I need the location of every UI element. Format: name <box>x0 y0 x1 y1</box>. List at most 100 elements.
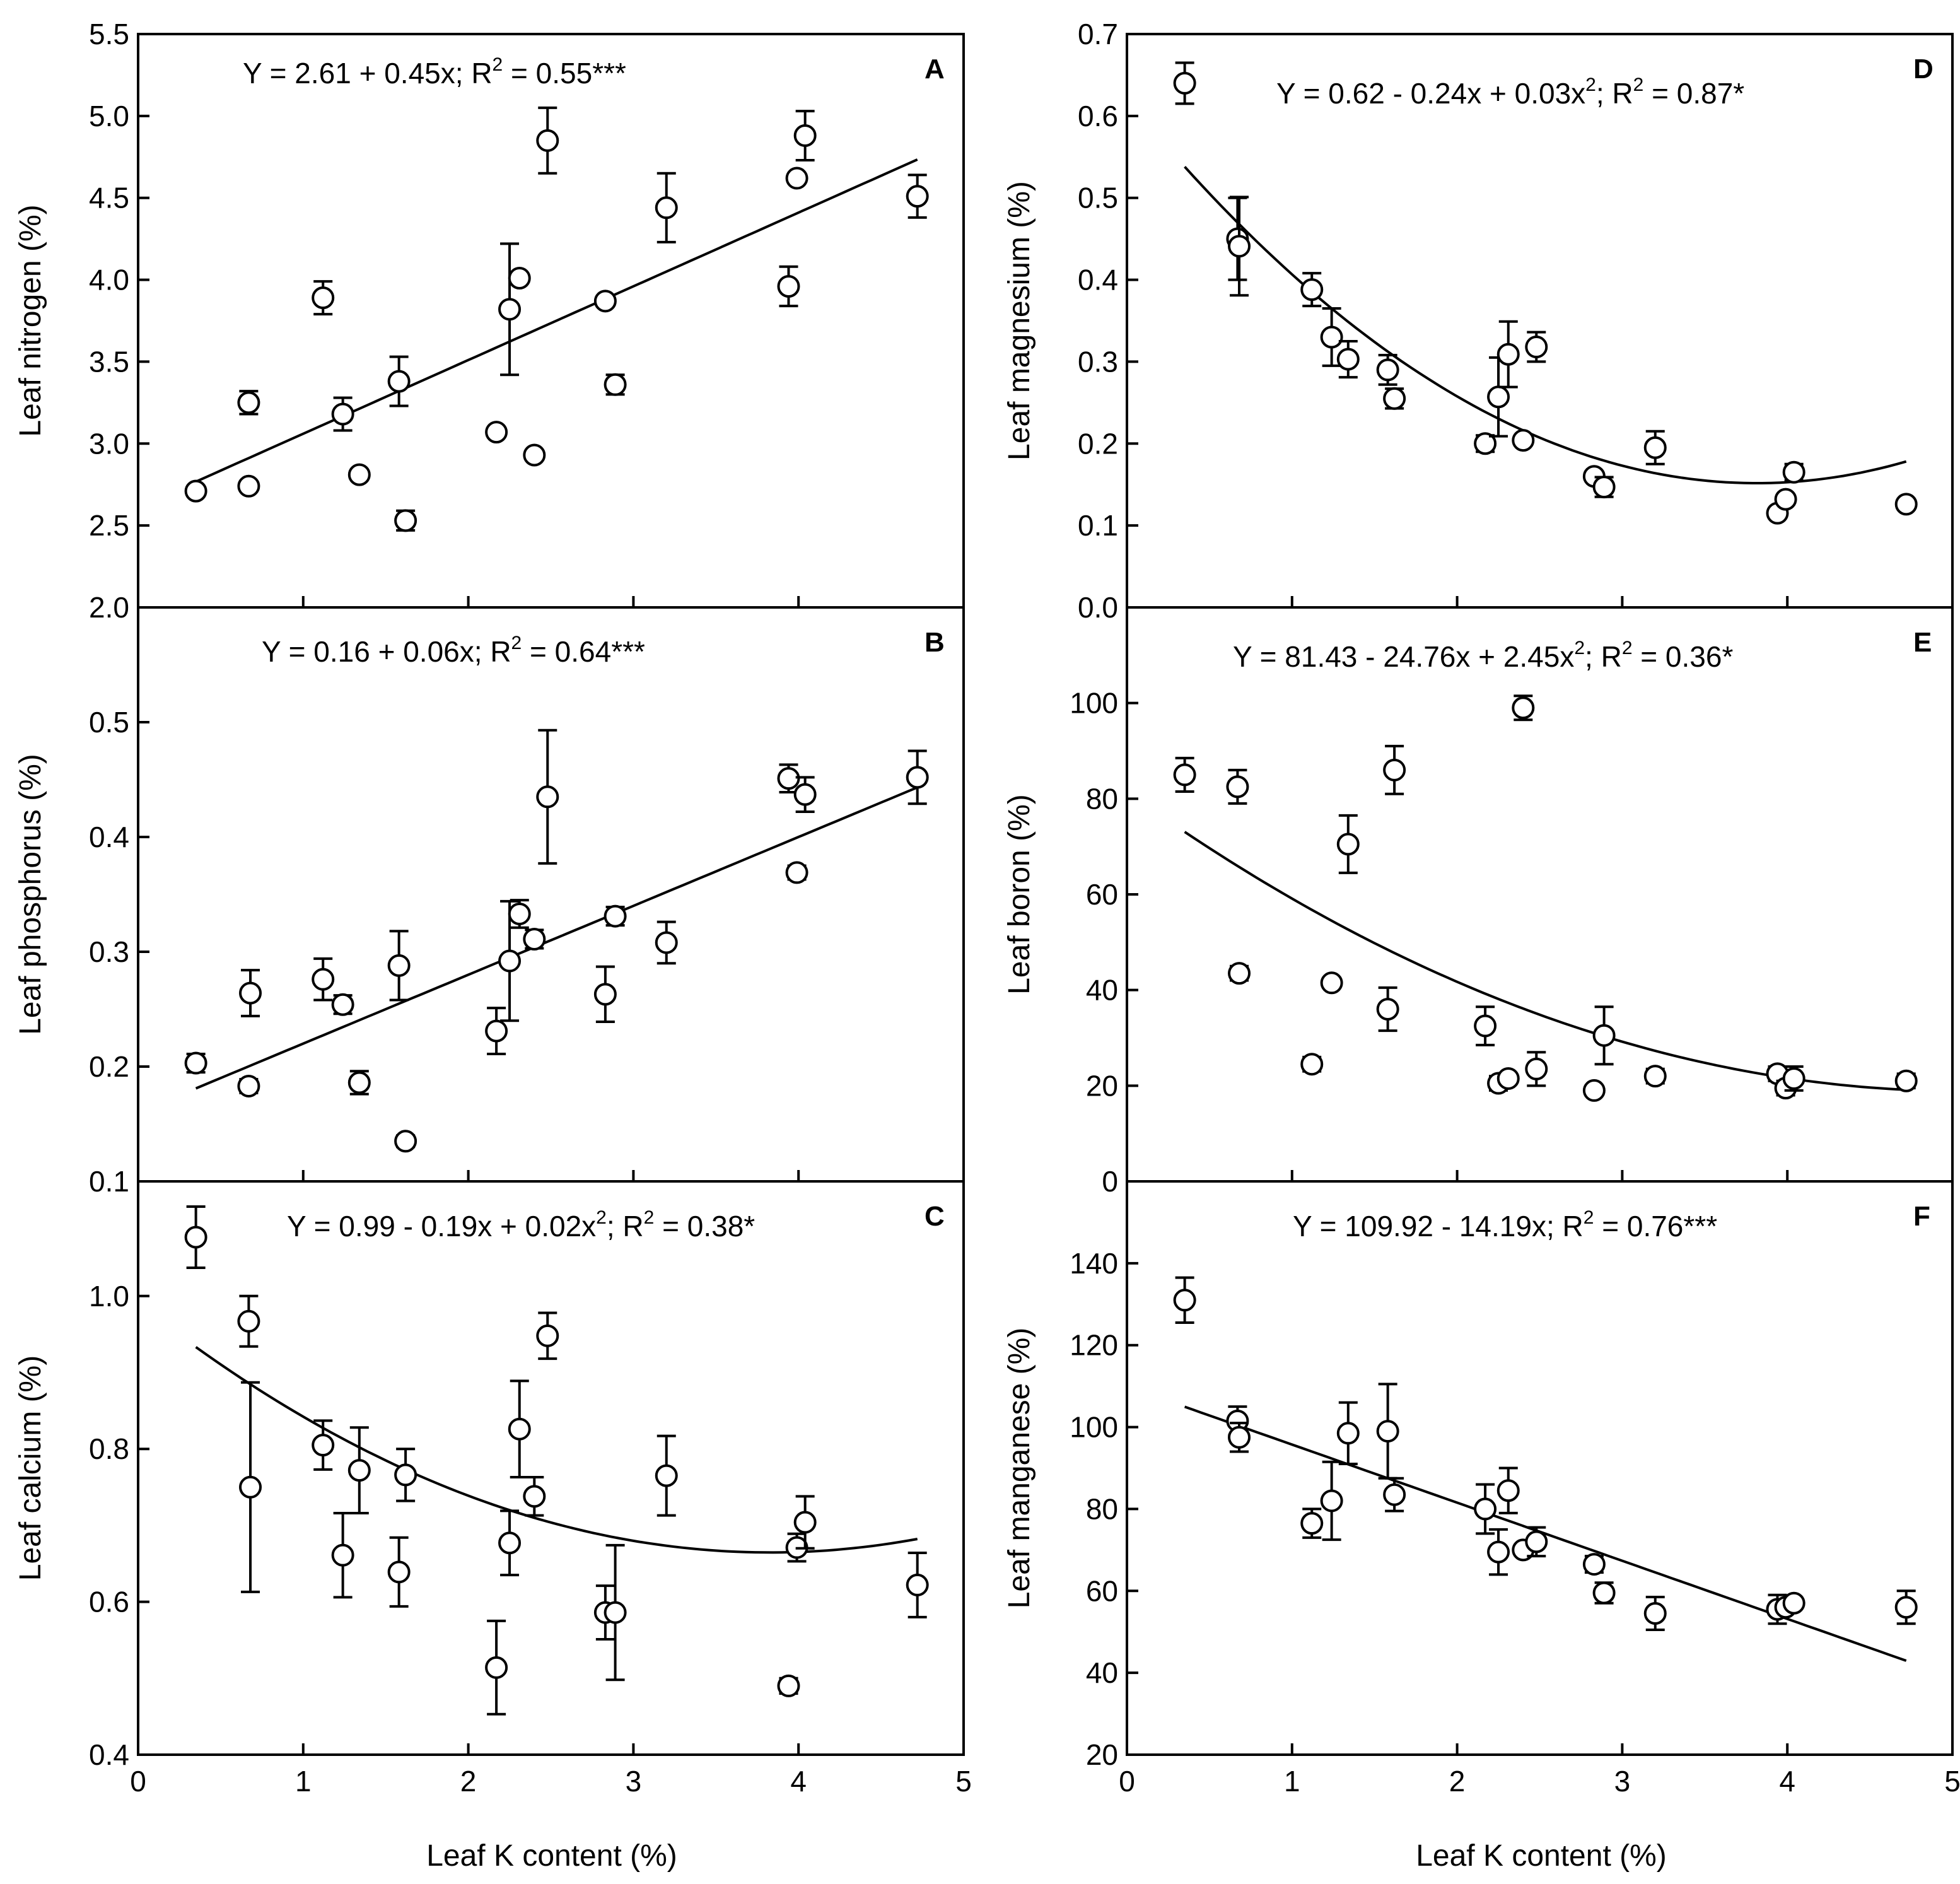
data-point <box>485 1019 508 1043</box>
data-point <box>347 1459 371 1482</box>
data-point <box>485 1656 508 1679</box>
x-axis-label-left: Leaf K content (%) <box>426 1839 677 1873</box>
data-point <box>1383 1483 1406 1506</box>
data-point <box>1582 1553 1606 1576</box>
data-point <box>1226 775 1249 799</box>
x-tick-label: 4 <box>1779 1765 1795 1798</box>
panel-letter: E <box>1913 627 1932 658</box>
y-tick-label: 0.6 <box>89 1586 129 1618</box>
data-point <box>1496 1067 1520 1090</box>
data-point <box>1228 962 1251 985</box>
data-point <box>1320 325 1343 349</box>
panel-letter: A <box>925 54 945 85</box>
data-point <box>312 968 335 991</box>
data-point <box>1525 1057 1548 1080</box>
panel-letter: B <box>925 627 945 658</box>
y-tick-label: 3.5 <box>89 345 129 378</box>
data-point <box>184 1226 207 1249</box>
data-point <box>1496 1479 1520 1502</box>
y-tick-label: 0.1 <box>89 1165 129 1198</box>
panel-letter: F <box>1913 1201 1930 1232</box>
data-point <box>498 298 522 321</box>
y-tick-label: 0.4 <box>89 821 129 853</box>
x-tick-label: 2 <box>460 1765 477 1798</box>
data-point <box>1643 1601 1667 1625</box>
data-point <box>508 1417 531 1441</box>
data-point <box>1496 342 1520 366</box>
y-tick-label: 2.0 <box>89 591 129 624</box>
x-axis-label-right: Leaf K content (%) <box>1416 1839 1667 1873</box>
data-point <box>1228 235 1251 258</box>
y-tick-label: 5.5 <box>89 18 129 50</box>
data-point <box>1173 71 1196 95</box>
data-point <box>793 783 817 806</box>
y-axis-label: Leaf manganese (%) <box>1003 1328 1036 1609</box>
data-point <box>604 1601 627 1624</box>
y-tick-label: 40 <box>1086 1656 1118 1689</box>
panel-d: 0.0 0.1 0.2 0.3 0.4 0.5 0.6 0.7 Leaf magnesium (… <box>1003 18 1954 624</box>
x-tick-label: 1 <box>1284 1765 1300 1798</box>
data-point <box>347 1071 371 1094</box>
data-point <box>1525 336 1548 359</box>
data-point <box>312 286 335 310</box>
y-tick-label: 80 <box>1086 782 1118 815</box>
data-point <box>331 1543 354 1567</box>
plot-frame <box>137 1180 965 1756</box>
data-point <box>1320 971 1343 995</box>
data-point <box>239 1475 262 1499</box>
panel-a: 2.0 2.5 3.0 3.5 4.0 4.5 5.0 5.5 Leaf nitrogen (%… <box>14 18 965 624</box>
data-point <box>536 785 559 809</box>
data-point <box>785 861 808 884</box>
data-point <box>394 1463 417 1487</box>
y-tick-label: 20 <box>1086 1069 1118 1102</box>
data-point <box>655 196 678 219</box>
data-point <box>1474 1014 1497 1038</box>
x-tick-label: 2 <box>1449 1765 1466 1798</box>
data-point <box>1474 1497 1497 1521</box>
y-tick-label: 0.8 <box>89 1432 129 1465</box>
y-tick-label: 1.0 <box>89 1280 129 1313</box>
data-point <box>394 509 417 532</box>
y-tick-label: 20 <box>1086 1738 1118 1771</box>
y-axis-label: Leaf phosphorus (%) <box>14 754 47 1035</box>
data-point <box>906 185 929 208</box>
regression-line <box>195 786 918 1090</box>
data-point <box>1383 758 1406 781</box>
data-point <box>655 1464 678 1487</box>
data-point <box>1774 488 1797 511</box>
data-point <box>1474 432 1497 455</box>
y-tick-label: 0.3 <box>1078 345 1118 378</box>
y-axis-label: Leaf magnesium (%) <box>1003 181 1036 460</box>
plot-frame <box>1126 33 1954 609</box>
data-point <box>1320 1489 1343 1512</box>
x-tick-label: 3 <box>626 1765 642 1798</box>
data-point <box>593 983 617 1006</box>
y-tick-label: 0.0 <box>1078 591 1118 624</box>
data-point <box>1376 1420 1399 1443</box>
y-tick-label: 0.4 <box>89 1738 129 1771</box>
data-point <box>1173 1289 1196 1312</box>
y-tick-label: 100 <box>1070 1411 1118 1444</box>
data-point <box>347 463 371 486</box>
y-tick-label: 60 <box>1086 878 1118 911</box>
y-tick-label: 0.2 <box>1078 427 1118 460</box>
data-point <box>387 1560 411 1584</box>
data-point <box>498 1531 522 1555</box>
y-tick-label: 40 <box>1086 974 1118 1007</box>
data-point <box>387 954 411 977</box>
data-point <box>1512 429 1535 452</box>
x-tick-label: 0 <box>130 1765 146 1798</box>
data-point <box>777 1674 800 1697</box>
plot-frame <box>137 606 965 1183</box>
data-point <box>793 124 817 148</box>
plot-frame <box>137 33 965 609</box>
y-axis-label: Leaf boron (%) <box>1003 794 1036 995</box>
data-point <box>604 904 627 928</box>
y-tick-label: 0.6 <box>1078 100 1118 132</box>
regression-equation: Y = 0.99 - 0.19x + 0.02x2; R2 = 0.38* <box>287 1207 755 1243</box>
data-point <box>536 1324 559 1347</box>
data-point <box>1782 1067 1805 1090</box>
y-tick-label: 80 <box>1086 1492 1118 1525</box>
y-tick-label: 0.5 <box>1078 182 1118 214</box>
data-point <box>1376 358 1399 382</box>
